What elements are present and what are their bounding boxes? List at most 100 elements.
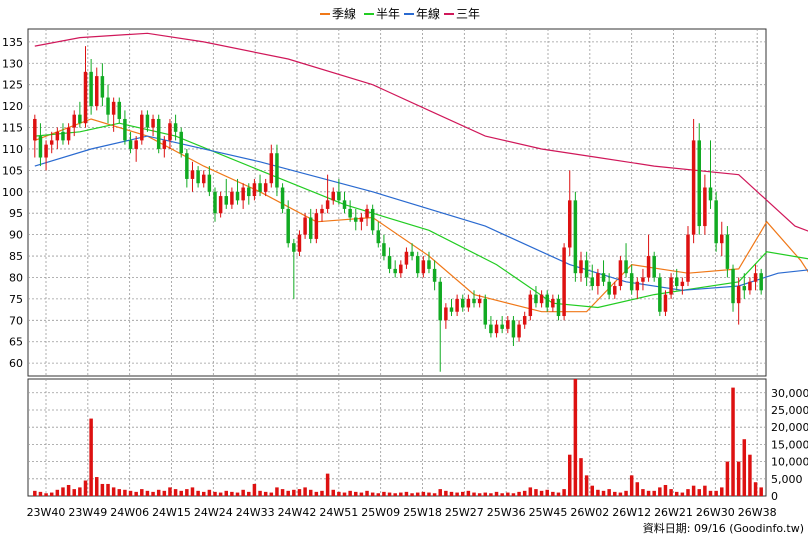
candle-body [573, 200, 578, 274]
candle [759, 268, 763, 295]
candle-body [404, 251, 409, 265]
candle [128, 131, 133, 154]
candle-body [680, 281, 685, 287]
volume-bar [590, 485, 595, 496]
candle [61, 123, 65, 145]
candle-body [303, 217, 307, 235]
candle-body [342, 200, 347, 209]
price-tick-label: 105 [2, 164, 23, 177]
candle-body [78, 114, 82, 124]
volume-bar [173, 489, 178, 496]
candle-body [66, 127, 71, 141]
volume-bar [196, 490, 200, 496]
candlesticks [33, 46, 763, 372]
candle [230, 187, 234, 209]
volume-bar [646, 490, 651, 496]
candle [466, 294, 471, 312]
candle [303, 213, 307, 239]
volume-bar [331, 489, 335, 496]
candle [652, 251, 656, 282]
candle-body [736, 286, 741, 304]
candle-body [466, 298, 471, 308]
volume-bar [83, 480, 88, 496]
candle-body [663, 294, 668, 312]
volume-bar [89, 418, 93, 496]
volume-tick-label: 20,000 [771, 421, 808, 434]
candle-body [432, 268, 437, 282]
price-tick-label: 75 [9, 293, 23, 306]
x-tick-label: 26W38 [738, 506, 777, 519]
candle-body [742, 286, 747, 291]
candle-body [354, 217, 358, 222]
candle-body [179, 131, 183, 154]
candle-body [106, 97, 110, 115]
volume-bar [573, 379, 578, 496]
volume-bar [415, 492, 420, 496]
candle-body [49, 140, 54, 145]
candle [624, 243, 628, 278]
candle-body [111, 101, 116, 115]
price-tick-label: 120 [2, 100, 23, 113]
candle [156, 114, 161, 154]
candle [539, 290, 544, 308]
volume-bar [528, 487, 533, 496]
ma-line [34, 32, 808, 232]
legend-item: 半年 [364, 7, 400, 21]
volume-bar [218, 492, 223, 496]
volume-bar [596, 489, 600, 496]
candle [691, 118, 696, 244]
x-tick-label: 23W49 [68, 506, 107, 519]
volume-bar [669, 489, 673, 496]
ma-line [34, 135, 808, 291]
volume-bar [731, 387, 735, 496]
candle-body [652, 256, 656, 278]
volume-bar [275, 487, 279, 496]
candle-body [607, 281, 611, 295]
price-tick-label: 65 [9, 336, 23, 349]
candle-body [44, 144, 48, 158]
candle-body [185, 153, 189, 179]
volume-bar [680, 492, 685, 496]
volume-bar [674, 491, 679, 496]
candle [494, 320, 499, 338]
candle [83, 46, 88, 128]
candle [247, 183, 251, 205]
volume-bar [753, 482, 758, 496]
candle [748, 277, 752, 295]
candle-body [213, 191, 217, 214]
candle [686, 226, 690, 287]
volume-bar [342, 492, 347, 496]
volume-bar [494, 491, 499, 496]
volume-bar [567, 454, 572, 496]
candle [337, 178, 341, 205]
candle [168, 118, 172, 149]
volume-bar [156, 489, 161, 496]
candle [365, 204, 369, 227]
volume-bar [759, 487, 763, 496]
candle [78, 101, 82, 128]
candle-body [252, 183, 257, 197]
candle [590, 264, 595, 291]
volume-bar [421, 491, 426, 496]
candle [179, 127, 183, 158]
candle-body [162, 140, 167, 149]
volume-bar [280, 489, 285, 496]
candle [596, 268, 600, 295]
volume-bar [663, 484, 668, 496]
candle [308, 208, 313, 244]
volume-bar [607, 489, 611, 496]
candle [292, 238, 296, 299]
candle [151, 114, 155, 137]
candle-body [579, 260, 583, 274]
volume-bar [303, 487, 307, 496]
candle-body [325, 200, 330, 209]
volume-bar [489, 493, 493, 496]
candle-body [494, 324, 499, 334]
candle [72, 110, 76, 137]
candle-body [646, 256, 651, 278]
candle [438, 277, 442, 372]
candle-body [286, 208, 290, 244]
volume-bar [376, 493, 381, 496]
candle [95, 67, 99, 111]
candle [506, 316, 510, 334]
